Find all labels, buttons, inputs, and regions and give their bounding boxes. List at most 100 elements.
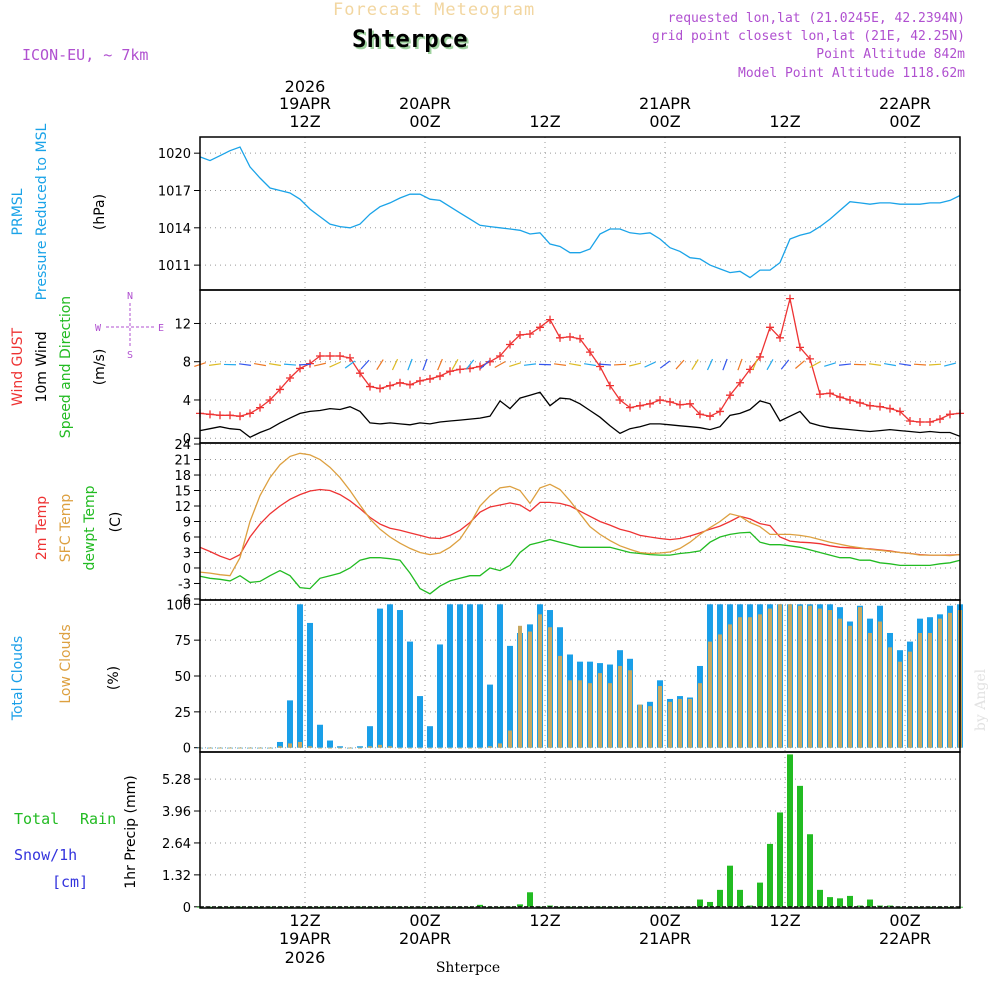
clouds-low-clouds-bar <box>598 673 602 748</box>
top-time-label: 20APR <box>399 94 451 113</box>
low-clouds-label: Low Clouds <box>58 624 74 703</box>
clouds-low-clouds-bar <box>488 746 492 748</box>
bottom-time-label: 00Z <box>409 911 440 930</box>
wind-10m-label: 10m Wind <box>34 331 50 402</box>
gust-marker <box>776 333 784 342</box>
precipitation-total-rain-bar <box>887 905 893 907</box>
clouds-ytick-label: 50 <box>174 670 191 685</box>
wind-direction-arrow <box>752 358 758 371</box>
gust-marker <box>406 380 414 389</box>
gust-marker <box>786 294 794 303</box>
gust-marker <box>666 397 674 406</box>
model-point-altitude: Model Point Altitude 1118.62m <box>738 66 965 81</box>
gust-marker <box>526 329 534 338</box>
gust-marker <box>336 351 344 360</box>
clouds-total-clouds-bar <box>427 726 433 748</box>
gust-marker <box>496 351 504 360</box>
clouds-low-clouds-bar <box>888 647 892 748</box>
gust-marker <box>606 381 614 390</box>
precipitation-total-rain-bar <box>867 899 873 907</box>
clouds-low-clouds-bar <box>678 698 682 748</box>
gust-marker <box>356 369 364 378</box>
wind-direction-arrow <box>344 360 356 369</box>
wind-direction-arrow <box>675 359 685 370</box>
temperature-ytick-label: 21 <box>174 454 191 469</box>
wind-border <box>199 289 961 444</box>
wind-direction-arrow <box>465 359 475 370</box>
bottom-time-label: 22APR <box>879 929 931 948</box>
clouds-total-clouds-bar <box>357 746 363 748</box>
clouds-low-clouds-bar <box>308 746 312 748</box>
temperature-sfc-temp-line <box>199 452 961 577</box>
gust-marker <box>536 323 544 332</box>
forecast-subtitle: Forecast Meteogram <box>333 0 535 20</box>
clouds-total-clouds-bar <box>327 740 333 748</box>
cloud-panel-labels: Total Clouds Low Clouds (%) <box>10 624 122 721</box>
wind-direction-arrow <box>422 358 428 371</box>
wind-direction-arrow <box>766 359 774 371</box>
temperature-ytick-label: -6 <box>178 593 191 608</box>
clouds-low-clouds-bar <box>658 686 662 748</box>
gust-marker <box>816 390 824 399</box>
wind-direction-arrow <box>722 358 728 371</box>
precipitation-total-rain-bar <box>837 898 843 907</box>
precipitation-total-rain-bar <box>807 834 813 907</box>
clouds-low-clouds-bar <box>878 621 882 748</box>
wind-direction-arrow <box>407 358 413 371</box>
cloud-unit: (%) <box>106 666 122 690</box>
clouds-low-clouds-bar <box>498 743 502 748</box>
gust-marker <box>706 412 714 421</box>
precipitation-total-rain-bar <box>777 812 783 907</box>
clouds-low-clouds-bar <box>278 746 282 748</box>
compass-rose: N S W E <box>95 291 164 361</box>
gust-marker <box>926 417 934 426</box>
clouds-low-clouds-bar <box>808 605 812 748</box>
clouds-low-clouds-bar <box>378 744 382 748</box>
pressure-panel-labels: PRMSL Pressure Reduced to MSL (hPa) <box>10 123 108 300</box>
precipitation-total-rain-bar <box>797 785 803 907</box>
clouds-total-clouds-bar <box>457 604 463 748</box>
gust-marker <box>346 353 354 362</box>
precipitation-panel: 0 1.32 2.64 3.96 5.28 <box>162 751 963 916</box>
clouds-total-clouds-bar <box>367 726 373 748</box>
clouds-total-clouds-bar <box>297 604 303 748</box>
gust-marker <box>286 373 294 382</box>
gust-marker <box>916 417 924 426</box>
clouds-low-clouds-bar <box>238 747 242 749</box>
clouds-low-clouds-bar <box>208 747 212 749</box>
wind-direction-arrow <box>644 361 656 368</box>
clouds-low-clouds-bar <box>348 747 352 749</box>
gust-marker <box>296 364 304 373</box>
wind-direction-arrow <box>868 363 882 366</box>
clouds-low-clouds-bar <box>768 608 772 748</box>
gust-marker <box>686 399 694 408</box>
gust-marker <box>936 415 944 424</box>
clouds-low-clouds-bar <box>438 747 442 749</box>
precipitation-total-rain-bar <box>817 889 823 907</box>
clouds-low-clouds-bar <box>548 627 552 748</box>
compass-e: E <box>158 323 164 334</box>
gust-marker <box>796 343 804 352</box>
clouds-total-clouds-bar <box>487 684 493 748</box>
clouds-low-clouds-bar <box>698 683 702 748</box>
gust-marker <box>396 378 404 387</box>
bottom-time-label: 19APR <box>279 929 331 948</box>
clouds-low-clouds-bar <box>408 747 412 749</box>
clouds-low-clouds-bar <box>528 631 532 748</box>
clouds-low-clouds-bar <box>778 604 782 748</box>
wind-panel: 0 4 8 12 <box>174 289 964 447</box>
clouds-low-clouds-bar <box>228 747 232 749</box>
pressure-ytick-label: 1011 <box>158 259 191 274</box>
top-time-label: 2026 <box>285 77 326 96</box>
precip-panel-labels: Total Rain Snow/1h [cm] 1hr Precip (mm) <box>14 775 139 891</box>
wind-ytick-label: 8 <box>183 356 191 371</box>
clouds-low-clouds-bar <box>938 618 942 748</box>
wind-direction-arrow <box>583 363 597 367</box>
clouds-low-clouds-bar <box>718 634 722 748</box>
credit-label: by Angel <box>973 668 989 731</box>
clouds-low-clouds-bar <box>948 612 952 748</box>
gust-marker <box>366 382 374 391</box>
precipitation-ytick-label: 3.96 <box>162 805 191 820</box>
